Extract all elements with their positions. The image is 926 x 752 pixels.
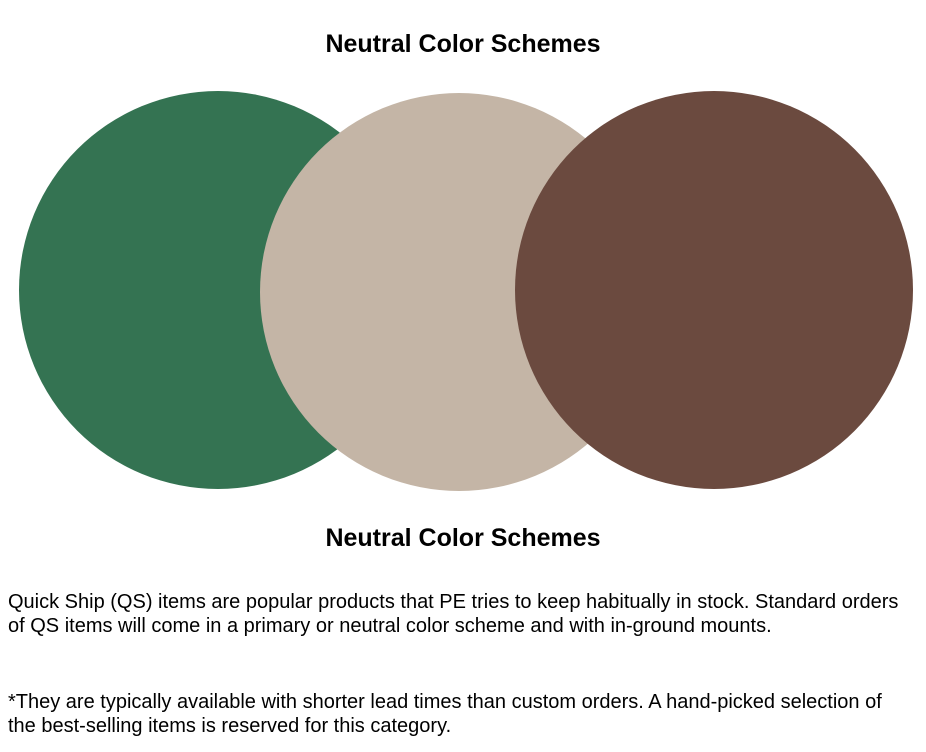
description-paragraph: Quick Ship (QS) items are popular produc… (8, 591, 899, 637)
section-title: Neutral Color Schemes (325, 524, 601, 552)
footnote-paragraph: *They are typically available with short… (8, 691, 882, 737)
page-title: Neutral Color Schemes (325, 30, 601, 58)
swatch-brown (515, 91, 913, 489)
